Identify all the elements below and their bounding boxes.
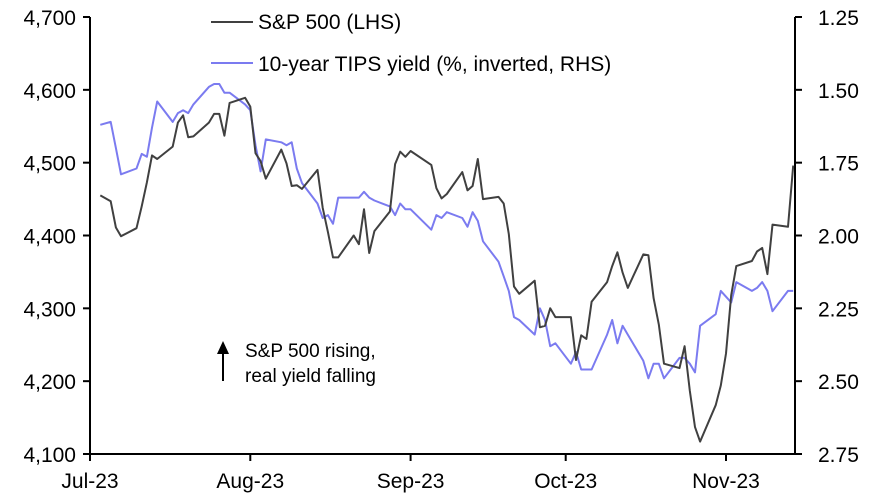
right-axis-ticks: 1.25 1.50 1.75 2.00 2.25 2.50 2.75	[795, 7, 859, 467]
right-tick-label: 2.00	[818, 226, 859, 249]
series-layer	[99, 83, 795, 443]
left-tick-label: 4,300	[23, 298, 76, 321]
annotation: S&P 500 rising, real yield falling	[217, 341, 376, 387]
series-line-tips-yield	[100, 83, 794, 380]
right-tick-label: 1.25	[818, 7, 859, 30]
annotation-line-1: S&P 500 rising,	[245, 341, 376, 362]
legend-item-tips: 10-year TIPS yield (%, inverted, RHS)	[211, 53, 611, 76]
annotation-line-2: real yield falling	[245, 366, 376, 387]
right-tick-label: 1.50	[818, 80, 859, 103]
left-tick-label: 4,500	[23, 153, 76, 176]
legend-label-tips: 10-year TIPS yield (%, inverted, RHS)	[258, 53, 611, 76]
up-arrow-icon	[217, 341, 229, 381]
x-tick-label: Jul-23	[61, 470, 118, 493]
right-tick-label: 2.75	[818, 444, 859, 467]
legend-label-sp500: S&P 500 (LHS)	[258, 11, 401, 34]
right-tick-label: 2.50	[818, 371, 859, 394]
x-tick-label: Sep-23	[377, 470, 445, 493]
left-tick-label: 4,700	[23, 7, 76, 30]
x-tick-label: Oct-23	[534, 470, 597, 493]
x-tick-label: Aug-23	[216, 470, 284, 493]
legend: S&P 500 (LHS) 10-year TIPS yield (%, inv…	[211, 11, 611, 76]
left-tick-label: 4,200	[23, 371, 76, 394]
legend-item-sp500: S&P 500 (LHS)	[211, 11, 401, 34]
right-tick-label: 1.75	[818, 153, 859, 176]
x-axis-ticks: Jul-23 Aug-23 Sep-23 Oct-23 Nov-23	[61, 454, 760, 493]
left-tick-label: 4,100	[23, 444, 76, 467]
left-tick-label: 4,400	[23, 226, 76, 249]
series-line-sp500	[99, 96, 795, 443]
left-axis-ticks: 4,100 4,200 4,300 4,400 4,500 4,600 4,700	[23, 7, 90, 467]
left-tick-label: 4,600	[23, 80, 76, 103]
right-tick-label: 2.25	[818, 298, 859, 321]
x-tick-label: Nov-23	[692, 470, 760, 493]
